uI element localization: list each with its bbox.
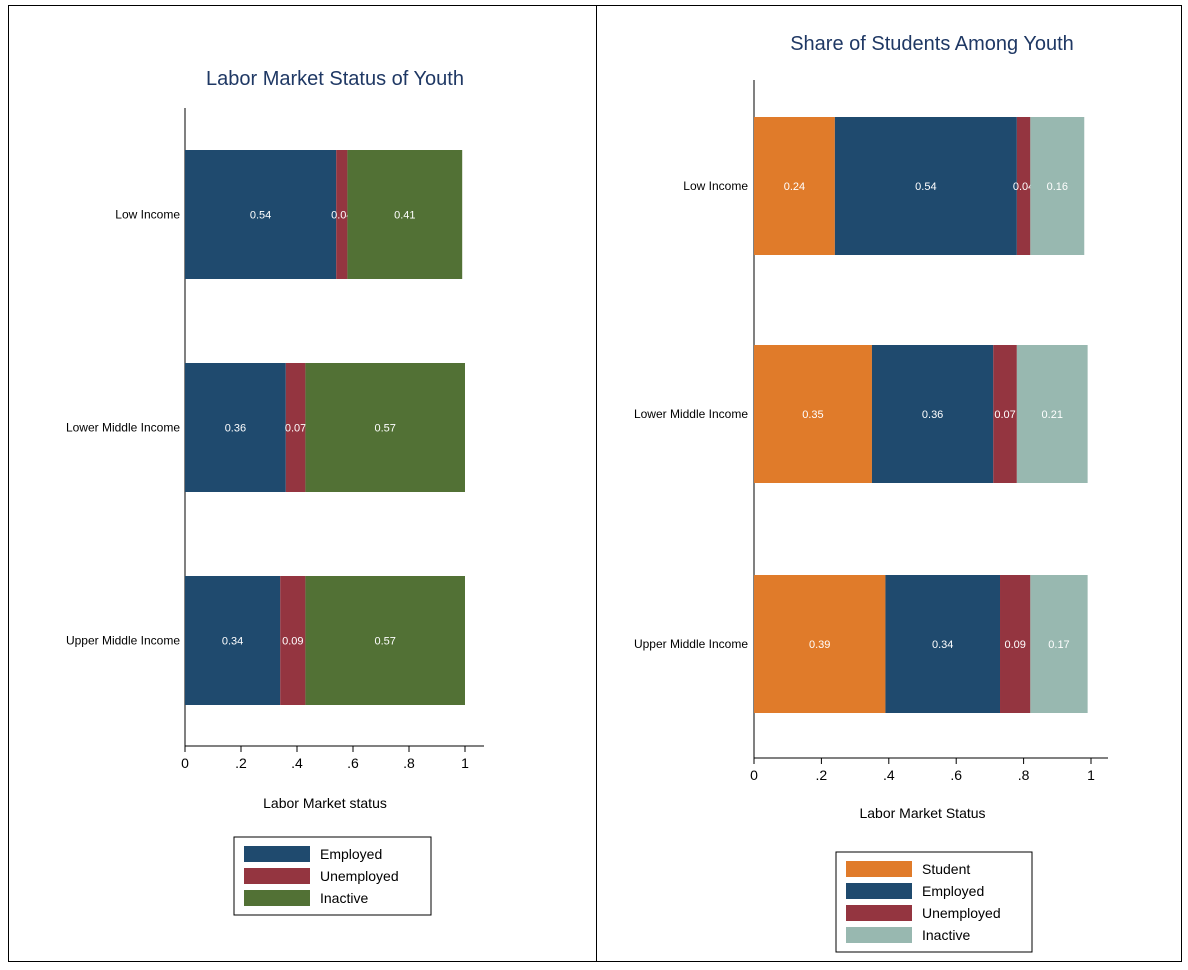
chart1-bar-unemployed-upper-middle-income	[280, 576, 306, 705]
chart1-bar-employed-low-income	[185, 150, 337, 279]
chart2-data-label-inactive-low-income: 0.16	[1047, 181, 1068, 193]
chart2-legend-swatch-student	[846, 861, 912, 877]
chart2-data-label-unemployed-lower-middle-income: 0.07	[994, 409, 1015, 421]
chart1-bar-employed-upper-middle-income	[185, 576, 281, 705]
chart1-data-label-employed-low-income: 0.54	[250, 210, 271, 222]
panel-divider	[596, 5, 597, 962]
chart2-data-label-student-low-income: 0.24	[784, 181, 805, 193]
chart2-data-label-unemployed-upper-middle-income: 0.09	[1004, 639, 1025, 651]
chart2-bar-employed-lower-middle-income	[871, 345, 994, 483]
chart2-bar-inactive-upper-middle-income	[1030, 575, 1088, 713]
chart1-data-label-unemployed-lower-middle-income: 0.07	[285, 423, 306, 435]
chart1-bar-inactive-low-income	[347, 150, 463, 279]
chart1-legend-label-unemployed: Unemployed	[320, 868, 399, 884]
chart2-bar-student-upper-middle-income	[754, 575, 886, 713]
chart2-legend-label-inactive: Inactive	[922, 927, 970, 943]
chart1-legend-swatch-unemployed	[244, 868, 310, 884]
chart1-legend-swatch-employed	[244, 846, 310, 862]
chart1-bar-unemployed-low-income	[336, 150, 348, 279]
chart2-bar-student-lower-middle-income	[754, 345, 872, 483]
chart2-bar-unemployed-low-income	[1016, 117, 1031, 255]
chart2-data-label-student-lower-middle-income: 0.35	[802, 409, 823, 421]
chart1-data-label-employed-upper-middle-income: 0.34	[222, 636, 243, 648]
chart2-x-tick-label: 0	[750, 767, 758, 783]
chart2-data-label-inactive-lower-middle-income: 0.21	[1042, 409, 1063, 421]
chart2-x-tick-label: 1	[1087, 767, 1095, 783]
chart2-legend-swatch-inactive	[846, 927, 912, 943]
chart2-legend-label-student: Student	[922, 861, 970, 877]
chart2-x-tick-label: .2	[816, 767, 828, 783]
chart1-bar-inactive-lower-middle-income	[305, 363, 465, 492]
chart2-data-label-student-upper-middle-income: 0.39	[809, 639, 830, 651]
chart1-legend-swatch-inactive	[244, 890, 310, 906]
chart1-category-label-upper-middle-income: Upper Middle Income	[66, 634, 180, 648]
chart2-x-tick-label: .6	[950, 767, 962, 783]
chart2-bar-unemployed-upper-middle-income	[1000, 575, 1031, 713]
chart2-data-label-unemployed-low-income: 0.04	[1013, 181, 1034, 193]
chart2-legend-label-unemployed: Unemployed	[922, 905, 1001, 921]
chart2-x-tick-label: .8	[1018, 767, 1030, 783]
chart2-category-label-lower-middle-income: Lower Middle Income	[634, 407, 748, 421]
chart2-bar-employed-low-income	[834, 117, 1017, 255]
chart2-bar-unemployed-lower-middle-income	[993, 345, 1017, 483]
chart2-title: Share of Students Among Youth	[790, 33, 1074, 55]
chart2-data-label-employed-upper-middle-income: 0.34	[932, 639, 953, 651]
chart1-x-tick-label: .4	[291, 755, 303, 771]
chart2-legend-swatch-employed	[846, 883, 912, 899]
chart1-bar-employed-lower-middle-income	[185, 363, 286, 492]
chart2-bar-inactive-low-income	[1030, 117, 1085, 255]
chart1-x-axis-label: Labor Market status	[263, 795, 387, 811]
chart1-x-tick-label: .2	[235, 755, 247, 771]
chart1-data-label-inactive-lower-middle-income: 0.57	[374, 423, 395, 435]
chart1-bar-unemployed-lower-middle-income	[285, 363, 306, 492]
chart1-bar-inactive-upper-middle-income	[305, 576, 465, 705]
chart2-category-label-upper-middle-income: Upper Middle Income	[634, 637, 748, 651]
chart2-bar-employed-upper-middle-income	[885, 575, 1001, 713]
chart1-x-tick-label: .8	[403, 755, 415, 771]
chart1-data-label-unemployed-low-income: 0.04	[331, 210, 352, 222]
chart2-bar-student-low-income	[754, 117, 835, 255]
chart1-legend-label-employed: Employed	[320, 846, 382, 862]
chart2-data-label-employed-low-income: 0.54	[915, 181, 936, 193]
figure-frame	[8, 5, 1182, 962]
chart1-x-tick-label: 1	[461, 755, 469, 771]
chart2-category-label-low-income: Low Income	[683, 179, 748, 193]
chart2-legend-swatch-unemployed	[846, 905, 912, 921]
chart1-x-tick-label: .6	[347, 755, 359, 771]
chart2-bar-inactive-lower-middle-income	[1016, 345, 1088, 483]
chart2-x-axis-label: Labor Market Status	[859, 805, 985, 821]
chart1-data-label-inactive-low-income: 0.41	[394, 210, 415, 222]
chart1-category-label-lower-middle-income: Lower Middle Income	[66, 421, 180, 435]
chart1-data-label-employed-lower-middle-income: 0.36	[225, 423, 246, 435]
chart1-data-label-inactive-upper-middle-income: 0.57	[374, 636, 395, 648]
chart1-title: Labor Market Status of Youth	[206, 68, 464, 90]
chart2-data-label-employed-lower-middle-income: 0.36	[922, 409, 943, 421]
chart1-legend-label-inactive: Inactive	[320, 890, 368, 906]
chart2-data-label-inactive-upper-middle-income: 0.17	[1048, 639, 1069, 651]
chart2-legend-label-employed: Employed	[922, 883, 984, 899]
chart2-x-tick-label: .4	[883, 767, 895, 783]
chart1-data-label-unemployed-upper-middle-income: 0.09	[282, 636, 303, 648]
chart1-category-label-low-income: Low Income	[115, 208, 180, 222]
chart1-x-tick-label: 0	[181, 755, 189, 771]
